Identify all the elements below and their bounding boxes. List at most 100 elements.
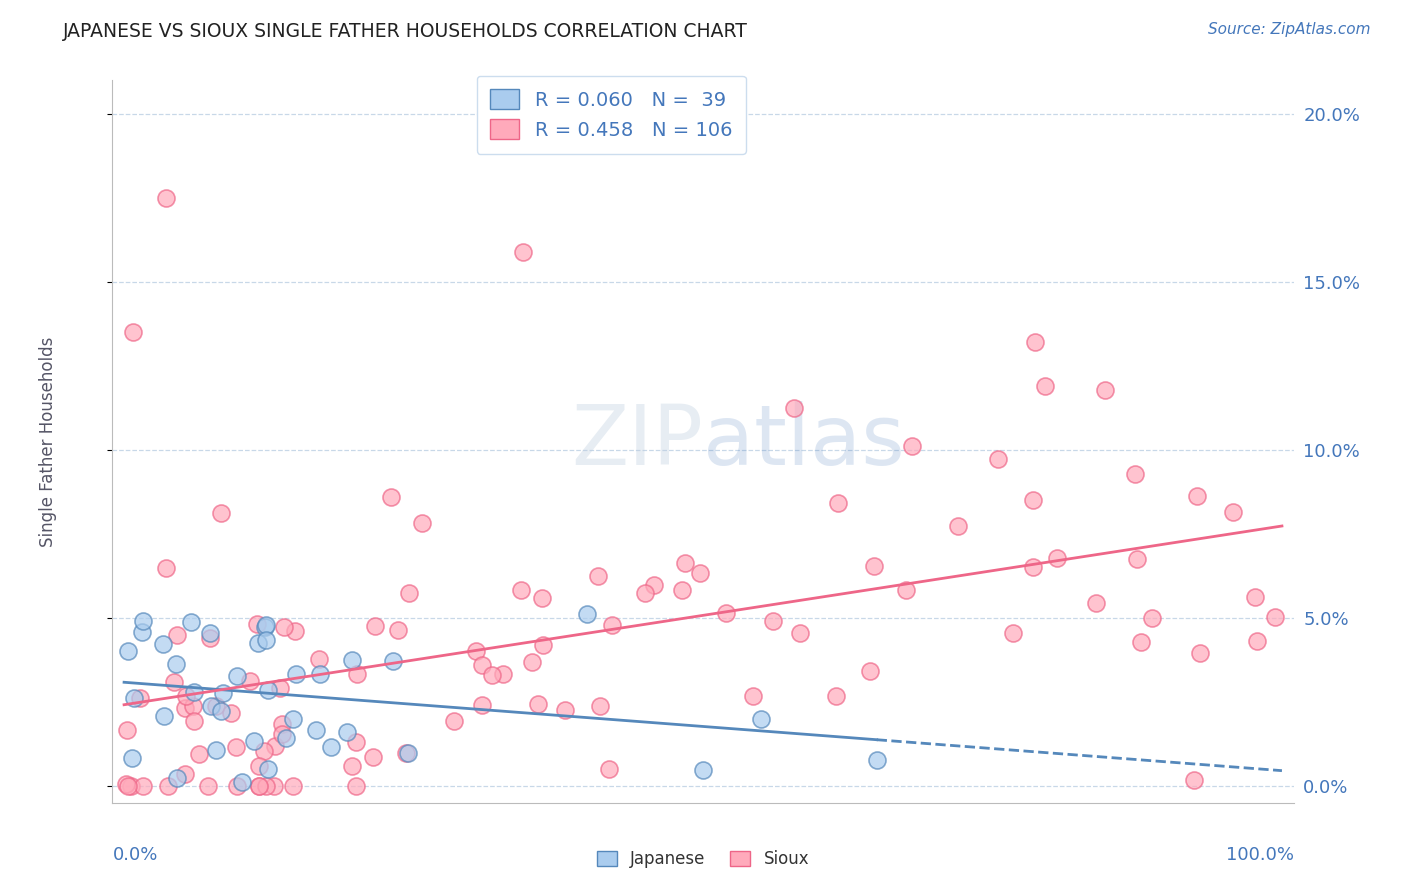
Point	[789, 625, 811, 640]
Point	[396, 746, 419, 760]
Point	[1246, 634, 1268, 648]
Point	[471, 657, 494, 672]
Point	[247, 759, 270, 773]
Point	[129, 691, 152, 706]
Point	[163, 674, 186, 689]
Point	[1222, 505, 1244, 519]
Point	[117, 723, 139, 737]
Point	[554, 703, 576, 717]
Text: Source: ZipAtlas.com: Source: ZipAtlas.com	[1208, 22, 1371, 37]
Point	[117, 779, 139, 793]
Point	[1094, 383, 1116, 397]
Point	[181, 698, 204, 713]
Point	[117, 644, 139, 658]
Point	[153, 709, 176, 723]
Point	[253, 744, 276, 758]
Point	[197, 779, 219, 793]
Point	[643, 578, 665, 592]
Point	[183, 714, 205, 728]
Point	[243, 733, 266, 747]
Point	[336, 724, 359, 739]
Point	[394, 746, 416, 760]
Point	[212, 685, 235, 699]
Point	[1046, 550, 1069, 565]
Point	[263, 739, 285, 753]
Point	[1033, 378, 1056, 392]
Point	[531, 638, 554, 652]
Point	[285, 667, 308, 681]
Point	[859, 664, 882, 678]
Point	[225, 668, 247, 682]
Point	[673, 556, 696, 570]
Point	[281, 779, 304, 793]
Point	[187, 747, 209, 762]
Point	[380, 490, 402, 504]
Point	[527, 697, 550, 711]
Text: ZIP: ZIP	[571, 401, 703, 482]
Point	[225, 739, 247, 754]
Point	[174, 767, 197, 781]
Point	[692, 763, 714, 777]
Point	[827, 496, 849, 510]
Point	[896, 583, 918, 598]
Point	[131, 615, 153, 629]
Point	[121, 750, 143, 764]
Point	[269, 681, 291, 695]
Point	[309, 667, 332, 681]
Point	[263, 779, 285, 793]
Point	[762, 614, 785, 628]
Point	[598, 762, 620, 776]
Point	[1130, 634, 1153, 648]
Point	[249, 779, 271, 793]
Point	[200, 698, 222, 713]
Point	[1126, 551, 1149, 566]
Point	[481, 668, 503, 682]
Point	[443, 714, 465, 728]
Legend: Japanese, Sioux: Japanese, Sioux	[591, 844, 815, 875]
Point	[247, 779, 270, 793]
Point	[749, 712, 772, 726]
Point	[714, 607, 737, 621]
Point	[398, 586, 420, 600]
Point	[464, 644, 486, 658]
Point	[346, 667, 368, 681]
Point	[246, 617, 269, 632]
Point	[863, 559, 886, 574]
Point	[270, 716, 292, 731]
Point	[900, 439, 922, 453]
Point	[221, 706, 243, 721]
Point	[1021, 560, 1043, 574]
Point	[576, 607, 599, 622]
Point	[411, 516, 433, 531]
Point	[254, 779, 277, 793]
Point	[176, 689, 198, 703]
Point	[1264, 610, 1286, 624]
Point	[166, 628, 188, 642]
Point	[589, 698, 612, 713]
Point	[361, 749, 384, 764]
Point	[319, 739, 342, 754]
Point	[1001, 626, 1024, 640]
Point	[256, 682, 278, 697]
Point	[531, 591, 554, 606]
Point	[1140, 611, 1163, 625]
Point	[209, 506, 232, 520]
Point	[1182, 773, 1205, 788]
Point	[180, 615, 202, 629]
Point	[132, 779, 155, 793]
Point	[124, 690, 146, 705]
Point	[174, 701, 197, 715]
Point	[155, 191, 177, 205]
Point	[782, 401, 804, 415]
Point	[671, 582, 693, 597]
Point	[987, 452, 1010, 467]
Point	[471, 698, 494, 712]
Point	[520, 655, 543, 669]
Point	[254, 632, 277, 647]
Point	[308, 652, 330, 666]
Point	[284, 624, 307, 638]
Point	[1022, 493, 1045, 508]
Point	[131, 624, 153, 639]
Point	[226, 779, 249, 793]
Point	[157, 779, 180, 793]
